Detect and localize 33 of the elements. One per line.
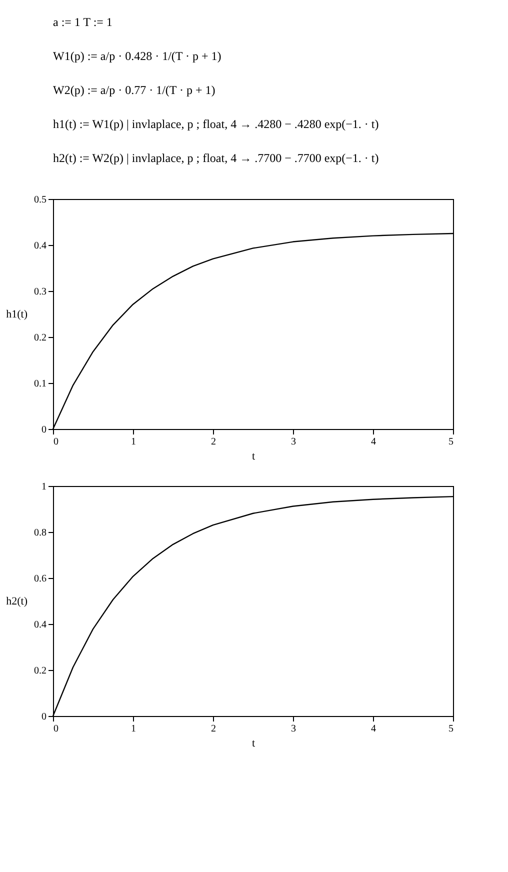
text: W1(p) := a/p · 0.428 · 1/(T · p + 1) — [53, 49, 222, 63]
x-tick-label: 3 — [291, 724, 296, 734]
y-tick-label: 0.5 — [34, 194, 46, 206]
x-tick-label: 5 — [448, 724, 454, 734]
text: W2(p) := a/p · 0.77 · 1/(T · p + 1) — [53, 83, 216, 97]
y-axis-title: h2(t) — [6, 596, 28, 608]
y-tick-label: 0.2 — [34, 332, 46, 344]
y-axis-title: h1(t) — [6, 308, 28, 320]
y-tick-label: 1 — [42, 482, 46, 492]
y-tick-label: 0.4 — [34, 240, 46, 252]
y-tick-label: 0.1 — [34, 378, 46, 390]
y-tick-label: 0 — [42, 712, 46, 722]
text: h2(t) := W2(p) | invlaplace, p ; float, 4 → .7700 − .7700 exp(−1. · t) — [53, 151, 379, 165]
x-tick-label: 0 — [54, 436, 58, 448]
x-axis-title: t — [252, 738, 256, 750]
text: a := 1 T := 1 — [53, 15, 112, 29]
x-tick-label: 2 — [211, 436, 216, 448]
x-tick-label: 4 — [371, 436, 376, 448]
y-tick-label: 0.2 — [34, 666, 46, 676]
text: h1(t) := W1(p) | invlaplace, p ; float, 4 → .4280 − .4280 exp(−1. · t) — [53, 117, 379, 131]
x-tick-label: 1 — [131, 724, 136, 734]
x-tick-label: 5 — [448, 436, 454, 448]
x-tick-label: 3 — [291, 436, 296, 448]
x-tick-label: 1 — [131, 436, 136, 448]
x-axis-title: t — [252, 450, 256, 462]
y-tick-label: 0.8 — [34, 528, 46, 538]
y-tick-label: 0 — [42, 424, 46, 436]
y-tick-label: 0.4 — [34, 620, 46, 630]
x-tick-label: 4 — [371, 724, 376, 734]
y-tick-label: 0.6 — [34, 574, 46, 584]
x-tick-label: 0 — [54, 724, 58, 734]
y-tick-label: 0.3 — [34, 286, 46, 298]
x-tick-label: 2 — [211, 724, 216, 734]
